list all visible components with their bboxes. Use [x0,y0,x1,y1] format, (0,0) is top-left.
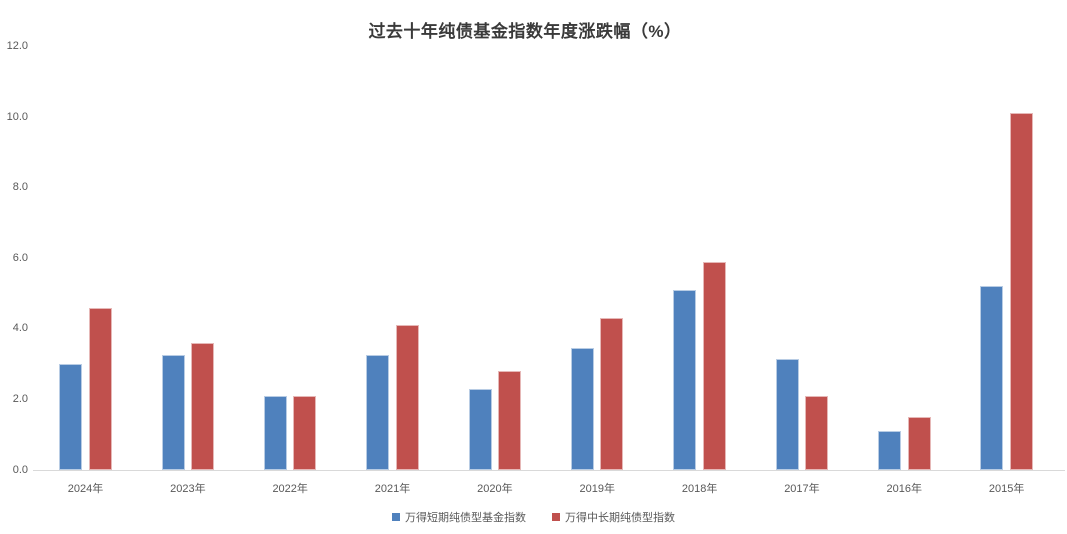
bar-medium-long-term-2018年 [702,261,726,470]
x-axis-label-2020年: 2020年 [477,483,513,495]
bar-medium-long-term-2016年 [907,417,931,470]
bar-medium-long-term-2020年 [498,371,522,470]
bar-short-term-2017年 [775,358,799,470]
y-axis-tick-0.0: 0.0 [12,463,28,476]
x-axis-label-2017年: 2017年 [784,483,820,495]
bar-short-term-2020年 [468,388,492,470]
bar-medium-long-term-2019年 [600,318,624,470]
bar-short-term-2023年 [161,355,185,470]
x-axis-label-2015年: 2015年 [988,483,1025,495]
bar-short-term-2021年 [366,355,390,470]
legend-swatch-red-icon [552,513,560,521]
x-axis-label-2019年: 2019年 [579,483,615,495]
bar-medium-long-term-2017年 [805,395,829,470]
y-axis-tick-2.0: 2.0 [12,392,28,405]
legend-label-short-term: 万得短期纯债型基金指数 [405,512,526,524]
x-axis-line [33,470,1065,471]
chart-title: 过去十年纯债基金指数年度涨跌幅（%） [368,22,682,41]
legend-swatch-blue-icon [392,513,400,521]
y-axis-tick-8.0: 8.0 [12,181,28,194]
bar-short-term-2016年 [878,431,902,470]
legend-item-short-term-bond-index: 万得短期纯债型基金指数 [392,509,526,525]
y-axis-tick-6.0: 6.0 [12,251,28,264]
x-axis-label-2022年: 2022年 [272,483,308,495]
bar-medium-long-term-2023年 [191,342,215,470]
legend-item-medium-long-term-bond-index: 万得中长期纯债型指数 [552,509,675,525]
y-axis-tick-4.0: 4.0 [12,322,28,335]
legend: 万得短期纯债型基金指数 万得中长期纯债型指数 [0,509,1067,525]
x-axis-label-2016年: 2016年 [886,483,923,495]
bar-medium-long-term-2021年 [395,325,419,470]
bar-short-term-2024年 [59,364,83,470]
bar-medium-long-term-2015年 [1009,113,1033,470]
x-axis-label-2024年: 2024年 [67,483,104,495]
x-axis-label-2021年: 2021年 [374,483,411,495]
y-axis-tick-12.0: 12.0 [6,39,28,52]
bar-short-term-2022年 [264,395,287,470]
bar-medium-long-term-2024年 [88,307,112,470]
x-axis-label-2023年: 2023年 [170,483,206,495]
legend-label-medium-long-term: 万得中长期纯债型指数 [565,512,675,524]
y-axis-tick-10.0: 10.0 [6,110,28,123]
x-axis-label-2018年: 2018年 [681,483,718,495]
bar-short-term-2018年 [673,289,697,470]
bar-short-term-2015年 [980,286,1004,470]
bar-medium-long-term-2022年 [293,395,317,470]
bar-short-term-2019年 [571,348,595,470]
